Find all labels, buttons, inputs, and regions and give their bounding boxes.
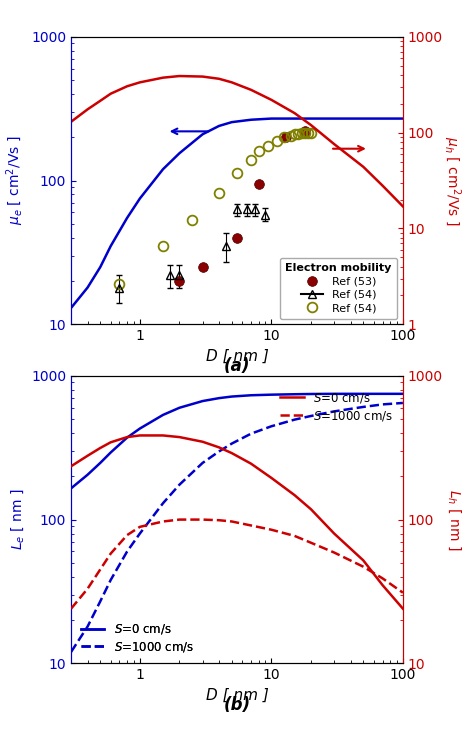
X-axis label: D [ nm ]: D [ nm ]: [206, 349, 268, 363]
Text: (b): (b): [223, 696, 251, 714]
Y-axis label: $\mu_h$ [ cm$^2$/Vs ]: $\mu_h$ [ cm$^2$/Vs ]: [441, 136, 462, 226]
Text: (a): (a): [224, 357, 250, 375]
Y-axis label: $L_h$ [ nm ]: $L_h$ [ nm ]: [446, 489, 462, 551]
Legend: $S$=0 cm/s, $S$=1000 cm/s: $S$=0 cm/s, $S$=1000 cm/s: [276, 388, 397, 426]
Legend: $S$=0 cm/s, $S$=1000 cm/s: $S$=0 cm/s, $S$=1000 cm/s: [77, 619, 198, 657]
Legend: Ref (53), Ref (54), Ref (54): Ref (53), Ref (54), Ref (54): [280, 258, 397, 318]
Y-axis label: $L_e$ [ nm ]: $L_e$ [ nm ]: [9, 489, 26, 551]
X-axis label: D [ nm ]: D [ nm ]: [206, 688, 268, 702]
Y-axis label: $\mu_e$ [ cm$^2$/Vs ]: $\mu_e$ [ cm$^2$/Vs ]: [4, 136, 26, 226]
